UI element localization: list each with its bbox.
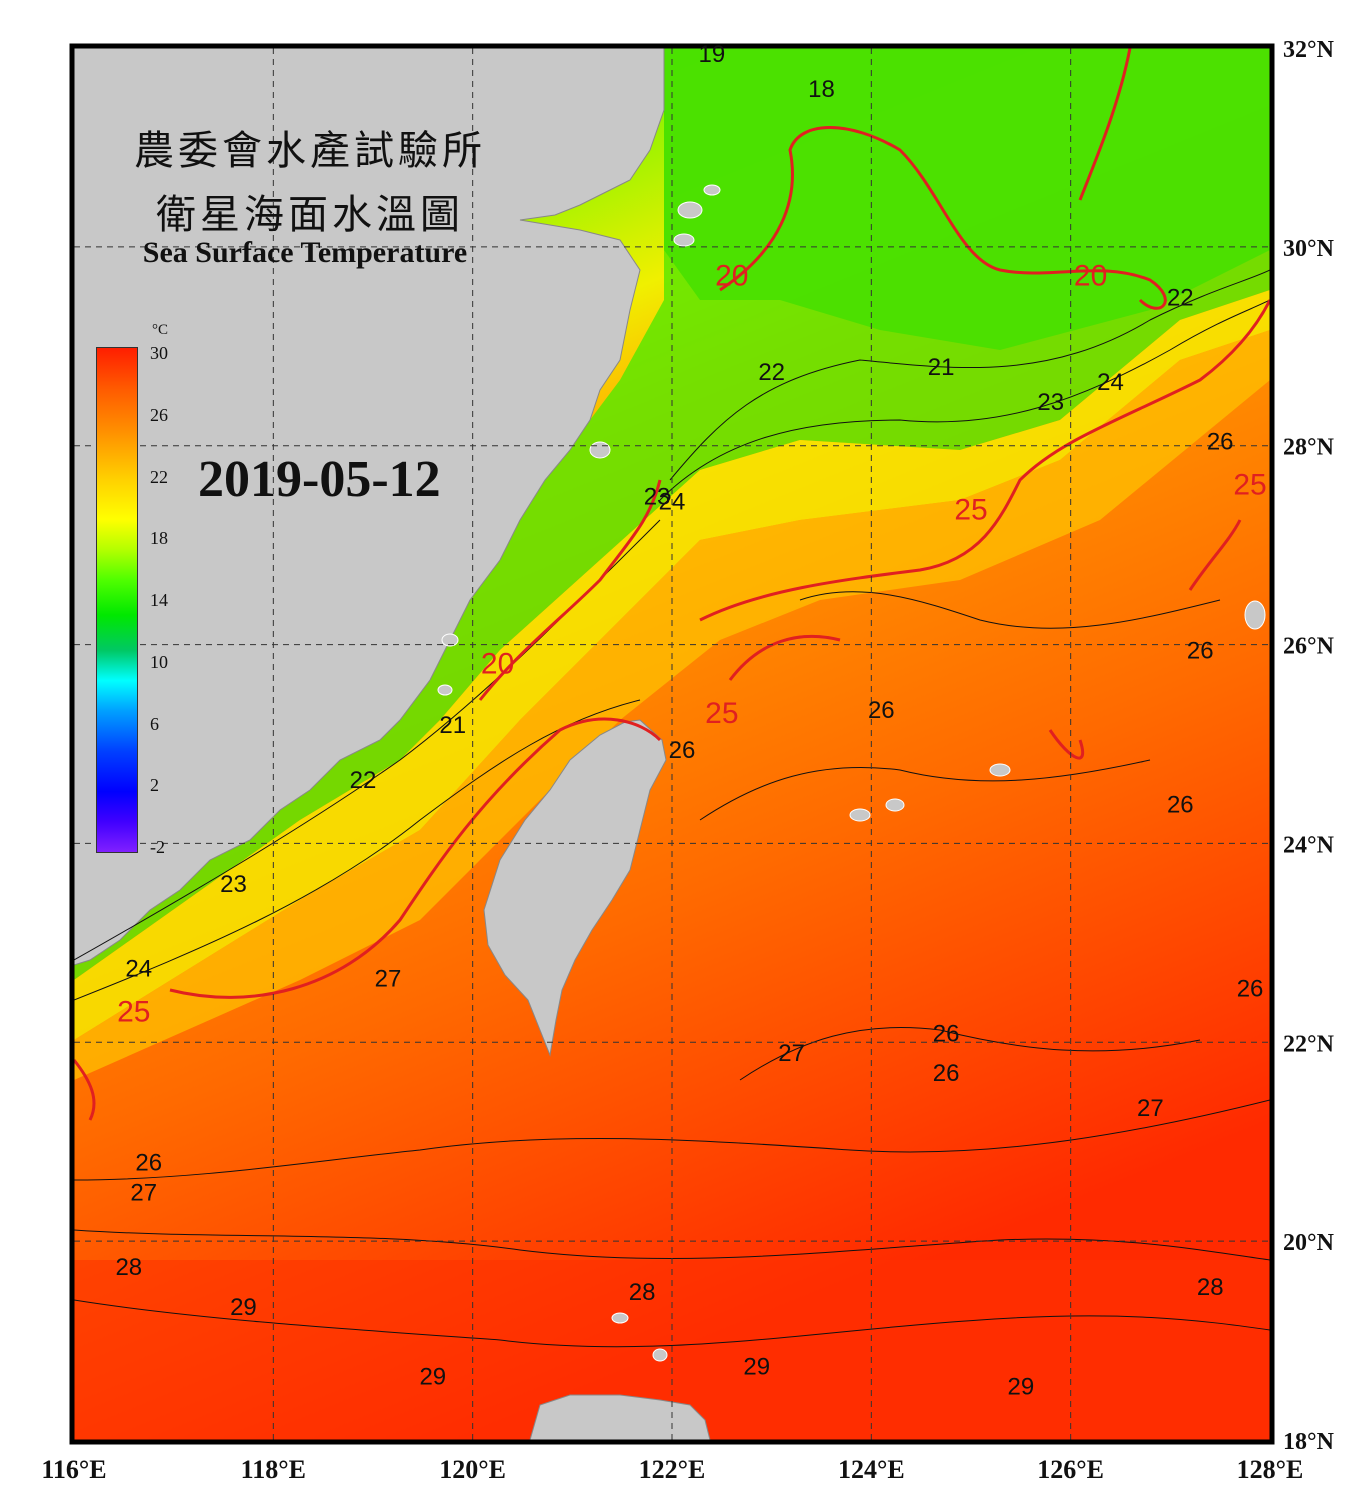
isotherm-value-label: 27	[1137, 1095, 1164, 1122]
isotherm-value-label: 22	[1167, 285, 1194, 312]
isotherm-value-label: 23	[644, 483, 671, 510]
colorbar-tick-label: 14	[150, 590, 168, 610]
isotherm-value-label: 28	[1197, 1274, 1224, 1301]
latitude-label: 32°N	[1283, 37, 1335, 63]
title-chinese-map: 衛星海面水溫圖	[156, 192, 464, 238]
longitude-label: 120°E	[439, 1455, 506, 1484]
isotherm-value-label: 24	[1097, 369, 1124, 396]
isotherm-value-label: 26	[933, 1020, 960, 1047]
isotherm-value-label: 26	[135, 1150, 162, 1177]
colorbar-tick-label: 10	[150, 651, 168, 672]
isotherm-value-label: 21	[928, 354, 955, 381]
latitude-label: 28°N	[1283, 435, 1335, 461]
latitude-label: 26°N	[1283, 634, 1335, 660]
isotherm-value-label: 19	[699, 41, 726, 68]
latitude-label: 18°N	[1283, 1429, 1335, 1455]
latitude-label: 30°N	[1283, 236, 1335, 262]
isotherm-value-label: 29	[1007, 1373, 1034, 1400]
isotherm-value-label: 25	[1233, 468, 1266, 501]
isotherm-value-label: 28	[115, 1254, 142, 1281]
title-english: Sea Surface Temperature	[142, 236, 468, 269]
isotherm-value-label: 22	[350, 767, 377, 794]
colorbar-unit: °C	[152, 322, 169, 338]
isotherm-value-label: 26	[1207, 429, 1234, 456]
isotherm-value-label: 25	[954, 493, 987, 526]
isotherm-value-label: 24	[125, 956, 152, 983]
isotherm-value-label: 20	[481, 647, 514, 680]
isotherm-value-label: 26	[933, 1060, 960, 1087]
isotherm-value-label: 26	[1187, 638, 1214, 665]
isotherm-value-label: 26	[1237, 976, 1264, 1003]
temperature-colorbar	[96, 347, 138, 853]
isotherm-value-label: 26	[868, 697, 895, 724]
highlight-isotherms	[74, 48, 1270, 1121]
longitude-label: 126°E	[1037, 1455, 1104, 1484]
land-mainland	[73, 47, 665, 966]
isotherm-value-label: 22	[758, 359, 785, 386]
isotherm-value-label: 27	[375, 966, 402, 993]
isotherm-value-label: 20	[1074, 260, 1107, 293]
latitude-labels: 32°N 30°N 28°N 26°N 24°N 22°N 20°N 18°N	[1283, 37, 1335, 1455]
colorbar-tick-label: 6	[150, 713, 159, 734]
longitude-label: 128°E	[1237, 1455, 1304, 1484]
longitude-label: 118°E	[241, 1455, 306, 1484]
title-chinese-agency: 農委會水產試驗所	[134, 128, 486, 174]
isotherm-value-label: 25	[705, 697, 738, 730]
isotherm-value-label: 24	[659, 488, 686, 515]
longitude-label: 122°E	[639, 1455, 706, 1484]
colorbar-tick-label: -2	[150, 837, 165, 857]
isotherm-value-label: 23	[1037, 389, 1064, 416]
longitude-label: 116°E	[41, 1455, 106, 1484]
colorbar-tick-label: 30	[150, 343, 168, 363]
colorbar-tick-label: 2	[150, 775, 159, 796]
colorbar-tick-label: 26	[150, 404, 168, 425]
longitude-label: 124°E	[838, 1455, 905, 1484]
land-taiwan	[483, 719, 667, 1057]
date-label: 2019-05-12	[198, 451, 441, 508]
isotherm-value-label: 29	[743, 1353, 770, 1380]
isotherm-value-label: 28	[629, 1279, 656, 1306]
graticule	[74, 48, 1270, 1440]
isotherm-value-label: 18	[808, 76, 835, 103]
latitude-label: 20°N	[1283, 1230, 1335, 1256]
isotherm-value-label: 25	[117, 995, 150, 1028]
isotherm-value-label: 27	[778, 1040, 805, 1067]
isotherm-value-label: 21	[439, 712, 466, 739]
colorbar-tick-label: 22	[150, 466, 168, 487]
isotherm-value-label: 20	[715, 260, 748, 293]
isotherm-value-label: 26	[1167, 792, 1194, 819]
latitude-label: 24°N	[1283, 832, 1335, 858]
colorbar-tick-label: 18	[150, 528, 168, 549]
longitude-labels: 116°E 118°E 120°E 122°E 124°E 126°E 128°E	[41, 1455, 1303, 1484]
land-luzon	[529, 1394, 711, 1441]
isotherm-value-label: 23	[220, 871, 247, 898]
isotherm-value-label: 26	[669, 737, 696, 764]
isotherm-value-label: 29	[230, 1294, 257, 1321]
latitude-label: 22°N	[1283, 1031, 1335, 1057]
map-frame	[69, 43, 1275, 1445]
isotherm-value-label: 27	[130, 1179, 157, 1206]
isotherm-value-label: 29	[419, 1363, 446, 1390]
